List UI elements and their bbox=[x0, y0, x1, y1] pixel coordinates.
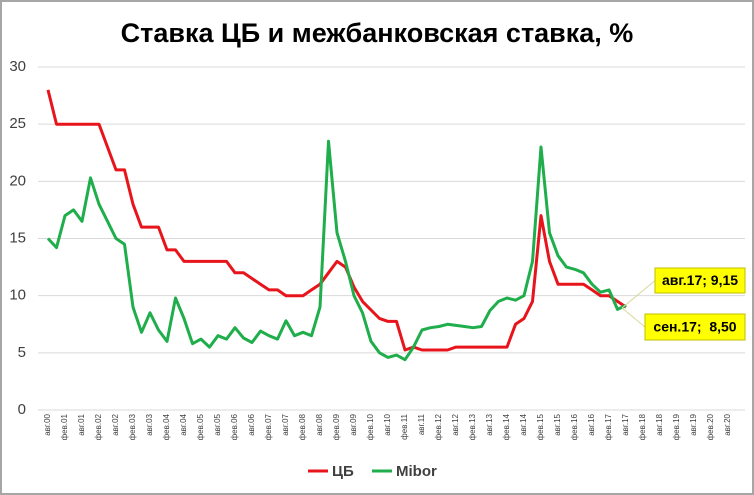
y-tick-label: 30 bbox=[9, 58, 26, 75]
x-tick-label: авг.16 bbox=[587, 413, 596, 435]
x-tick-label: авг.07 bbox=[281, 413, 290, 435]
x-tick-label: авг.05 bbox=[213, 413, 222, 435]
x-tick-label: фев.12 bbox=[434, 413, 443, 440]
x-tick-label: авг.03 bbox=[145, 413, 154, 435]
x-tick-label: фев.11 bbox=[400, 413, 409, 439]
x-tick-label: авг.12 bbox=[451, 413, 460, 435]
x-tick-label: авг.20 bbox=[723, 413, 732, 435]
x-tick-label: авг.14 bbox=[519, 413, 528, 435]
x-tick-label: фев.05 bbox=[196, 413, 205, 440]
y-tick-label: 20 bbox=[9, 172, 26, 189]
x-tick-label: фев.02 bbox=[94, 413, 103, 440]
x-tick-label: фев.16 bbox=[570, 413, 579, 440]
x-tick-label: авг.15 bbox=[553, 413, 562, 435]
x-tick-label: фев.18 bbox=[638, 413, 647, 440]
x-tick-label: фев.19 bbox=[672, 413, 681, 440]
x-tick-label: авг.00 bbox=[43, 413, 52, 435]
x-tick-label: фев.01 bbox=[60, 413, 69, 440]
x-tick-label: фев.17 bbox=[604, 413, 613, 440]
chart-title: Ставка ЦБ и межбанковская ставка, % bbox=[121, 18, 634, 48]
legend-label: ЦБ bbox=[332, 463, 354, 480]
x-tick-label: фев.15 bbox=[536, 413, 545, 440]
y-tick-label: 15 bbox=[9, 229, 26, 246]
x-tick-label: фев.06 bbox=[230, 413, 239, 440]
x-tick-label: фев.14 bbox=[502, 413, 511, 440]
x-tick-label: фев.03 bbox=[128, 413, 137, 440]
x-tick-label: фев.07 bbox=[264, 413, 273, 440]
x-tick-label: авг.02 bbox=[111, 413, 120, 435]
annotation-box bbox=[644, 313, 746, 341]
annotation-leader bbox=[621, 280, 656, 309]
x-tick-label: авг.01 bbox=[77, 413, 86, 435]
y-tick-label: 0 bbox=[18, 401, 26, 418]
x-tick-label: фев.13 bbox=[468, 413, 477, 440]
x-tick-label: авг.13 bbox=[485, 413, 494, 435]
annotation-box bbox=[654, 267, 746, 294]
x-tick-label: авг.17 bbox=[621, 413, 630, 435]
x-tick-label: авг.04 bbox=[179, 413, 188, 435]
series-line bbox=[46, 89, 627, 352]
x-tick-label: авг.08 bbox=[315, 413, 324, 435]
x-tick-label: фев.08 bbox=[298, 413, 307, 440]
annotation: авг.17; 9,15 bbox=[662, 272, 738, 288]
x-tick-label: авг.19 bbox=[689, 413, 698, 435]
y-tick-label: 10 bbox=[9, 287, 26, 304]
x-tick-label: фев.04 bbox=[162, 413, 171, 440]
y-tick-label: 25 bbox=[9, 115, 26, 132]
legend-label: Mibor bbox=[396, 463, 437, 480]
x-tick-label: авг.18 bbox=[655, 413, 664, 435]
x-tick-label: авг.11 bbox=[417, 413, 426, 435]
x-tick-label: авг.09 bbox=[349, 413, 358, 435]
annotation: сен.17; 8,50 bbox=[653, 319, 736, 335]
x-tick-label: фев.09 bbox=[332, 413, 341, 440]
annotation-leader bbox=[621, 307, 646, 328]
series-line bbox=[46, 139, 627, 362]
x-tick-label: фев.20 bbox=[706, 413, 715, 440]
y-tick-label: 5 bbox=[18, 344, 26, 361]
x-tick-label: фев.10 bbox=[366, 413, 375, 440]
x-tick-label: авг.06 bbox=[247, 413, 256, 435]
x-tick-label: авг.10 bbox=[383, 413, 392, 435]
